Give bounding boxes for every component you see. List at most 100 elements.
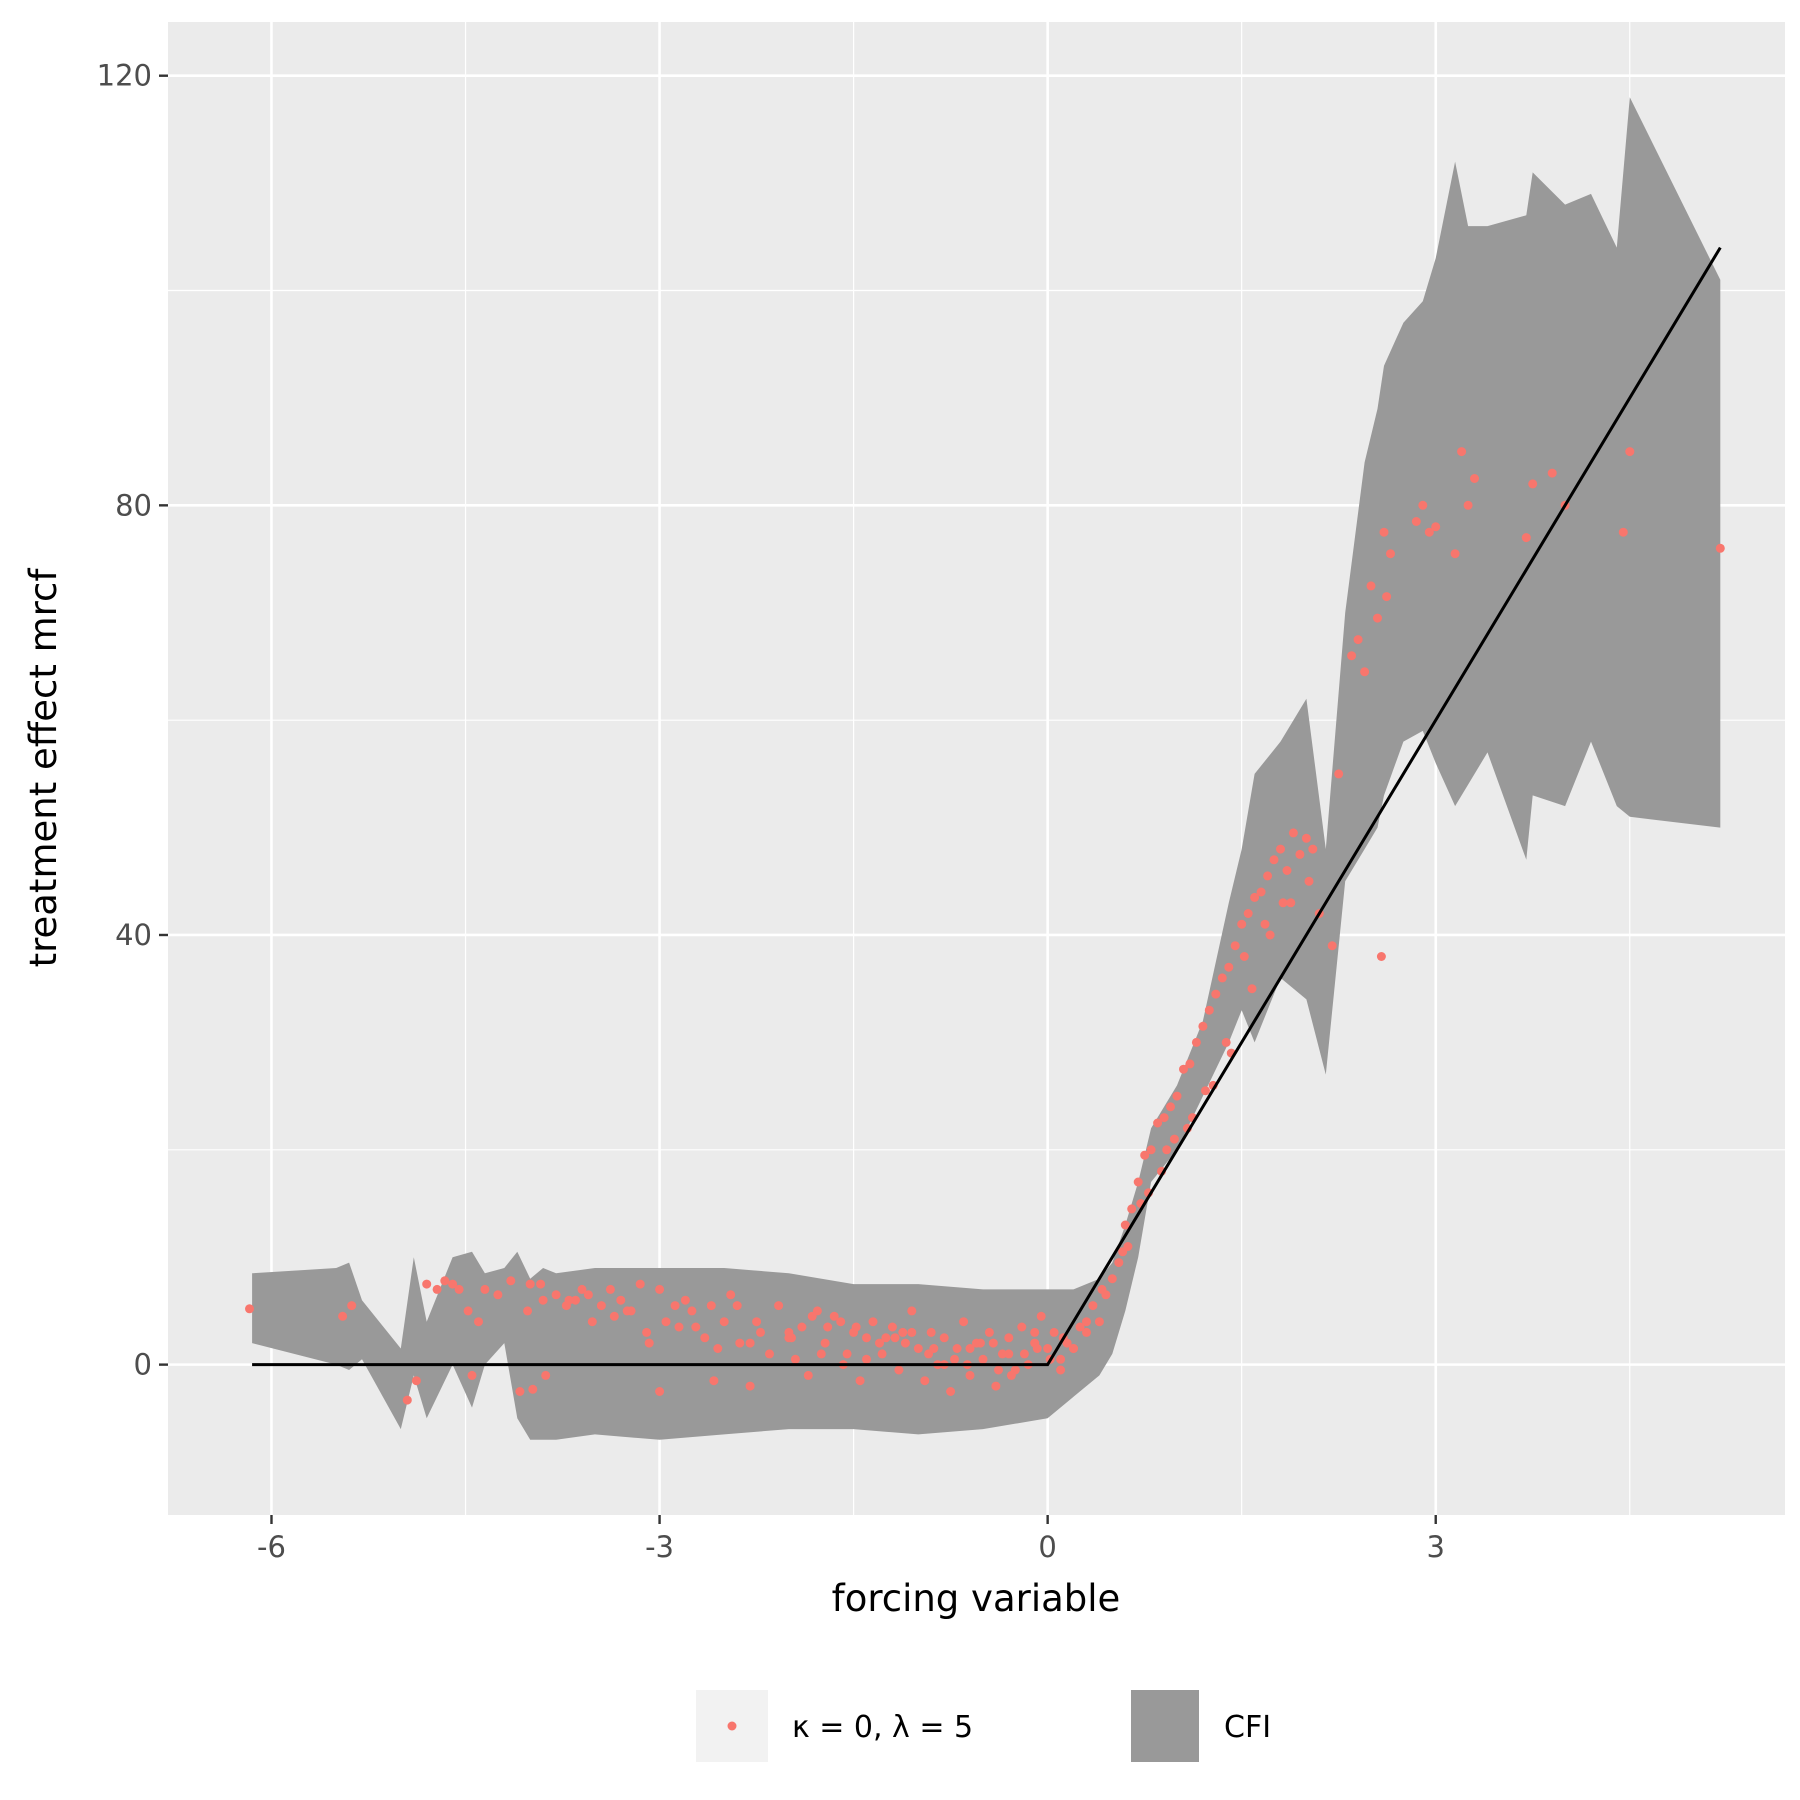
data-point <box>1276 844 1285 854</box>
data-point <box>1450 549 1460 559</box>
data-point <box>836 1317 846 1327</box>
data-point <box>609 1311 619 1321</box>
data-point <box>1004 1349 1014 1359</box>
data-point <box>988 1338 998 1348</box>
legend: κ = 0, λ = 5 CFI <box>696 1690 1271 1762</box>
data-point <box>926 1327 936 1337</box>
data-point <box>1230 941 1240 951</box>
data-point <box>1153 1118 1163 1128</box>
data-point <box>402 1395 412 1405</box>
data-point <box>1327 941 1337 951</box>
data-point <box>670 1301 680 1311</box>
data-point <box>1278 898 1288 908</box>
y-tick-label: 120 <box>97 59 152 93</box>
data-point <box>1239 952 1249 961</box>
data-point <box>735 1338 745 1348</box>
data-point <box>959 1317 969 1327</box>
data-point <box>1457 447 1467 457</box>
data-point <box>1386 549 1395 559</box>
data-point <box>642 1327 652 1337</box>
data-point <box>851 1322 861 1332</box>
data-point <box>984 1327 994 1337</box>
data-point <box>1114 1258 1124 1268</box>
data-point <box>1146 1145 1156 1155</box>
data-point <box>523 1306 533 1316</box>
data-point <box>1463 500 1473 510</box>
data-point <box>474 1317 483 1327</box>
data-point <box>1715 543 1725 553</box>
data-point <box>1237 919 1247 929</box>
data-point <box>1618 527 1628 537</box>
data-point <box>991 1381 1001 1391</box>
y-tick-label: 0 <box>134 1348 152 1382</box>
data-point <box>816 1349 826 1359</box>
data-point <box>448 1279 458 1289</box>
data-point <box>538 1295 548 1305</box>
data-point <box>1382 592 1392 602</box>
data-point <box>1295 849 1305 859</box>
data-point <box>691 1322 701 1332</box>
data-point <box>1217 973 1227 983</box>
x-tick-label: 3 <box>1427 1530 1445 1564</box>
data-point <box>1201 1086 1210 1096</box>
data-point <box>894 1365 904 1375</box>
data-point <box>622 1306 632 1316</box>
data-point <box>803 1370 813 1380</box>
data-point <box>541 1370 551 1380</box>
data-point <box>1162 1145 1172 1155</box>
data-point <box>1006 1370 1016 1380</box>
data-point <box>1043 1344 1053 1353</box>
data-point <box>1470 474 1479 483</box>
data-point <box>1373 613 1382 623</box>
data-point <box>583 1290 593 1300</box>
data-point <box>1172 1091 1182 1101</box>
data-point <box>829 1311 839 1321</box>
true-effect-line <box>252 246 1722 1367</box>
data-point <box>493 1290 503 1300</box>
x-tick-label: -6 <box>257 1530 286 1564</box>
data-point <box>842 1349 852 1359</box>
data-point <box>1133 1177 1143 1187</box>
data-point <box>1353 635 1363 645</box>
true-effect-line-layer <box>252 246 1722 1367</box>
data-point <box>1030 1327 1040 1337</box>
y-tick-label: 80 <box>115 488 152 522</box>
data-point <box>1097 1284 1107 1294</box>
data-point <box>709 1376 719 1386</box>
data-point <box>1049 1327 1059 1337</box>
data-point <box>952 1344 962 1353</box>
y-tick-label: 40 <box>115 918 152 952</box>
data-point <box>551 1290 561 1300</box>
data-point <box>787 1333 796 1343</box>
data-point <box>1159 1113 1169 1123</box>
data-point <box>807 1311 817 1321</box>
data-point <box>674 1322 684 1332</box>
data-point <box>687 1306 697 1316</box>
data-point <box>1269 855 1279 865</box>
data-point <box>1521 533 1531 543</box>
data-point <box>1191 1037 1201 1047</box>
data-point <box>1366 581 1376 591</box>
data-point <box>823 1322 833 1332</box>
data-point <box>245 1304 254 1314</box>
data-point <box>1547 468 1557 478</box>
data-point <box>1075 1322 1085 1332</box>
data-point <box>797 1322 807 1332</box>
data-point <box>745 1381 755 1391</box>
data-point <box>1625 447 1635 457</box>
data-point <box>1224 962 1234 972</box>
data-point <box>347 1301 357 1311</box>
data-point <box>454 1284 464 1294</box>
data-point <box>913 1344 923 1353</box>
data-point <box>765 1349 774 1359</box>
x-tick-label: 0 <box>1038 1530 1056 1564</box>
data-point <box>946 1387 956 1396</box>
data-point <box>1019 1349 1029 1359</box>
data-point <box>1286 898 1296 908</box>
data-point <box>605 1284 615 1294</box>
data-point <box>881 1333 891 1343</box>
data-point <box>868 1317 878 1327</box>
data-point <box>1056 1354 1066 1364</box>
data-point <box>774 1301 784 1311</box>
data-point <box>1169 1134 1179 1144</box>
